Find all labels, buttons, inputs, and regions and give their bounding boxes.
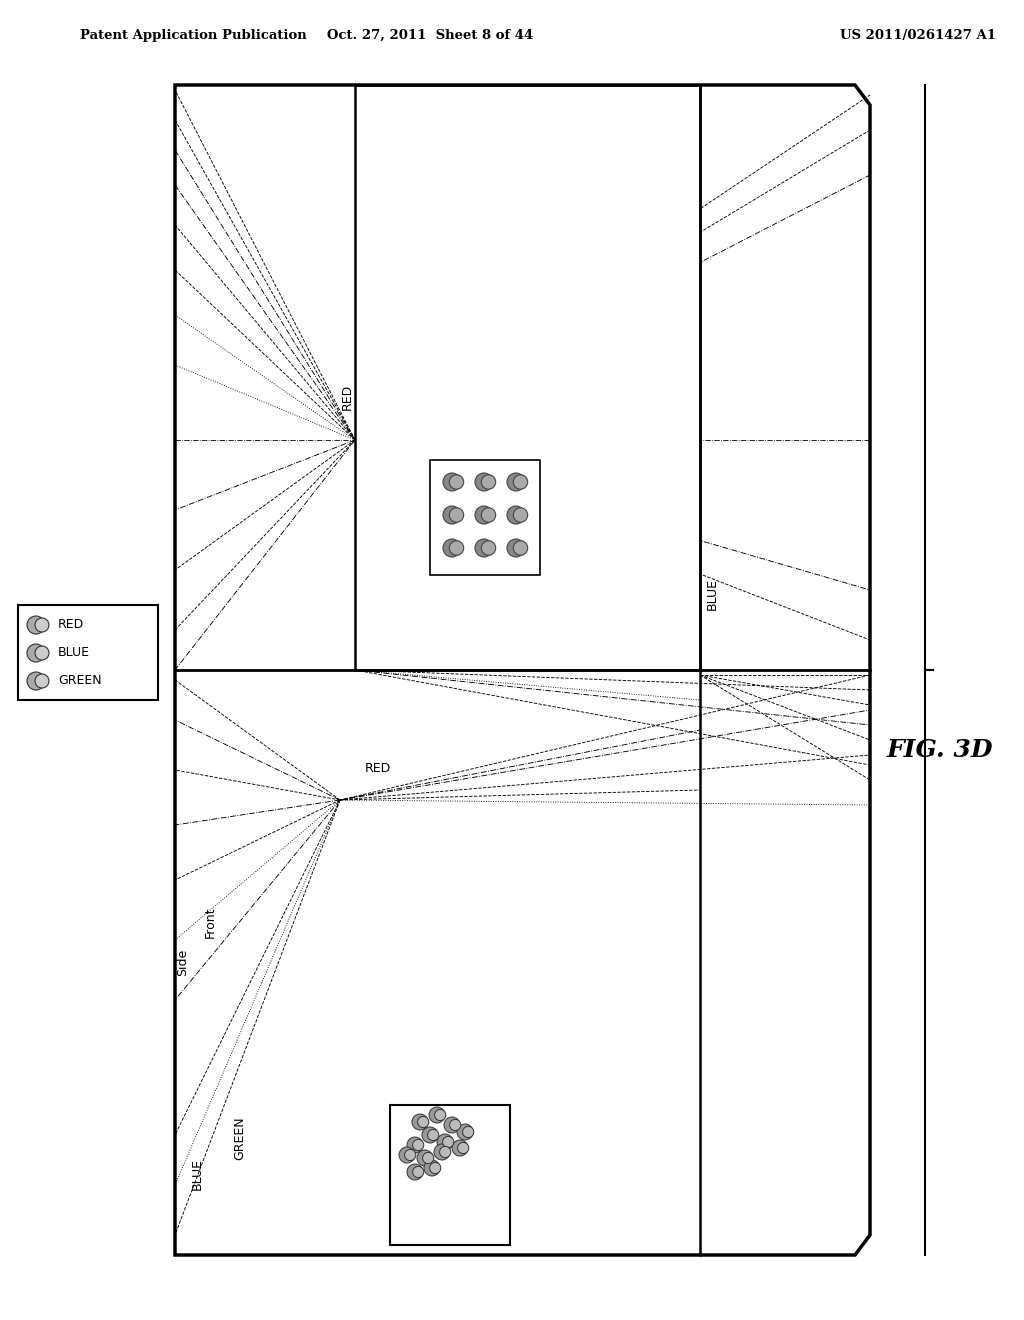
Circle shape (413, 1167, 424, 1177)
Circle shape (481, 541, 496, 556)
Circle shape (430, 1163, 440, 1173)
Circle shape (443, 473, 461, 491)
Text: RED: RED (341, 384, 353, 411)
Circle shape (475, 473, 493, 491)
Text: RED: RED (365, 762, 391, 775)
Circle shape (450, 1119, 461, 1131)
Circle shape (513, 541, 527, 556)
Bar (390, 1105, 510, 1245)
Bar (355, 84, 700, 671)
Circle shape (434, 1144, 450, 1160)
Circle shape (429, 1107, 445, 1123)
Circle shape (481, 475, 496, 490)
Circle shape (404, 1150, 416, 1160)
Circle shape (450, 508, 464, 523)
Circle shape (407, 1164, 423, 1180)
Text: BLUE: BLUE (190, 1158, 204, 1191)
Circle shape (423, 1152, 434, 1164)
Circle shape (513, 508, 527, 523)
Circle shape (417, 1150, 433, 1166)
Circle shape (418, 1117, 429, 1127)
Circle shape (507, 473, 525, 491)
Bar (18, 605, 158, 700)
Circle shape (513, 475, 527, 490)
Circle shape (35, 675, 49, 688)
Text: GREEN: GREEN (58, 675, 101, 688)
Circle shape (422, 1127, 438, 1143)
Circle shape (507, 506, 525, 524)
Circle shape (35, 618, 49, 632)
Circle shape (428, 1130, 439, 1140)
Circle shape (475, 539, 493, 557)
Circle shape (507, 539, 525, 557)
Text: BLUE: BLUE (58, 647, 90, 660)
Text: Patent Application Publication: Patent Application Publication (80, 29, 307, 41)
Circle shape (457, 1125, 473, 1140)
Circle shape (443, 539, 461, 557)
Text: Front: Front (204, 907, 216, 939)
Circle shape (463, 1126, 474, 1138)
Circle shape (450, 475, 464, 490)
Circle shape (452, 1140, 468, 1156)
Text: Side: Side (176, 949, 189, 975)
Circle shape (407, 1137, 423, 1152)
Circle shape (27, 644, 45, 663)
Circle shape (413, 1139, 424, 1151)
Text: Oct. 27, 2011  Sheet 8 of 44: Oct. 27, 2011 Sheet 8 of 44 (327, 29, 534, 41)
Circle shape (27, 616, 45, 634)
Circle shape (437, 1134, 453, 1150)
Circle shape (434, 1109, 445, 1121)
Circle shape (424, 1160, 440, 1176)
Circle shape (399, 1147, 415, 1163)
Circle shape (458, 1142, 469, 1154)
Circle shape (444, 1117, 460, 1133)
Circle shape (412, 1114, 428, 1130)
Text: GREEN: GREEN (233, 1117, 247, 1160)
Text: BLUE: BLUE (706, 578, 719, 610)
Circle shape (481, 508, 496, 523)
Circle shape (35, 645, 49, 660)
Circle shape (475, 506, 493, 524)
Text: GREEN: GREEN (356, 602, 370, 645)
Text: RED: RED (58, 619, 84, 631)
Text: FIG. 3D: FIG. 3D (887, 738, 993, 762)
Circle shape (442, 1137, 454, 1147)
Bar (430, 459, 540, 576)
Circle shape (450, 541, 464, 556)
Circle shape (27, 672, 45, 690)
Circle shape (439, 1146, 451, 1158)
Text: US 2011/0261427 A1: US 2011/0261427 A1 (840, 29, 996, 41)
Circle shape (443, 506, 461, 524)
